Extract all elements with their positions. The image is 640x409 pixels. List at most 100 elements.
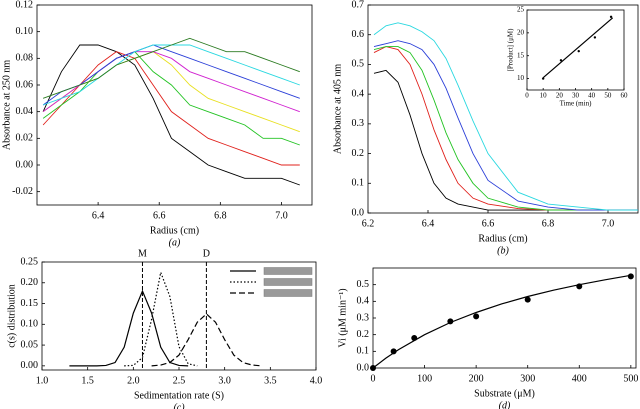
x-axis-label: Time (min) (560, 100, 592, 108)
data-point (609, 15, 613, 19)
x-tick-label: 500 (623, 373, 638, 384)
data-point (390, 348, 397, 355)
plot-frame (372, 267, 637, 369)
x-tick-label: 6.8 (214, 210, 227, 221)
panel-caption: (c) (173, 402, 185, 409)
x-tick-label: 6.8 (542, 218, 555, 229)
data-line (42, 51, 300, 133)
y-tick-label: 25 (517, 6, 525, 14)
x-tick-label: 100 (417, 373, 432, 384)
plot-frame (41, 261, 317, 371)
annotation-label: D (203, 248, 210, 259)
x-tick-label: 4.0 (310, 375, 323, 386)
x-tick-label: 6.2 (362, 218, 375, 229)
x-tick-label: 60 (621, 92, 629, 100)
data-line (42, 44, 300, 106)
annotation-label: M (138, 248, 147, 259)
data-point (541, 77, 545, 80)
y-tick-label: 0.00 (21, 360, 39, 371)
plot-frame (36, 4, 313, 206)
y-tick-label: 0.5 (352, 59, 365, 70)
y-axis-label: Vi (μM min⁻¹) (337, 288, 348, 347)
data-line (373, 40, 638, 211)
y-axis-label: Absorbance at 250 nm (1, 60, 12, 150)
data-line (42, 51, 300, 113)
data-line (42, 44, 300, 106)
y-axis-label: Absorbance at 405 nm (332, 64, 343, 154)
y-tick-label: 0.12 (16, 0, 34, 10)
plot-frame (367, 4, 639, 214)
x-tick-label: 10 (540, 92, 548, 100)
x-tick-label: 7.0 (602, 218, 615, 229)
y-tick-label: 0.08 (16, 53, 34, 64)
y-tick-label: 0.7 (352, 0, 365, 10)
inset-background (503, 7, 630, 115)
data-line (373, 46, 638, 211)
y-tick-label: 0.04 (16, 106, 34, 117)
y-tick-label: 20 (517, 28, 525, 36)
y-tick-label: -0.02 (12, 186, 33, 197)
y-tick-label: 0.02 (16, 133, 34, 144)
x-tick-label: 6.6 (482, 218, 495, 229)
y-tick-label: 0.5 (357, 279, 370, 290)
legend-image (263, 278, 313, 286)
y-axis-label: [Product] (μM) (507, 28, 515, 71)
y-tick-label: 0.00 (16, 159, 34, 170)
data-point (593, 36, 597, 39)
panel-caption: (d) (499, 400, 511, 409)
data-point (559, 59, 563, 62)
x-tick-label: 3.0 (218, 375, 231, 386)
y-tick-label: 0.3 (352, 118, 365, 129)
y-tick-label: 0.3 (357, 312, 370, 323)
y-tick-label: 0.1 (357, 346, 370, 357)
y-tick-label: 0.25 (21, 256, 39, 267)
y-tick-label: 0.15 (21, 298, 39, 309)
data-point (524, 296, 531, 303)
x-tick-label: 0 (371, 373, 376, 384)
x-axis-label: Radius (cm) (478, 233, 527, 244)
x-axis-label: Substrate (μM) (474, 388, 535, 399)
panel-caption: (b) (497, 245, 509, 256)
x-tick-label: 50 (604, 92, 612, 100)
x-tick-label: 40 (588, 92, 596, 100)
y-tick-label: 10 (517, 74, 525, 82)
y-tick-label: 0.6 (352, 29, 365, 40)
x-tick-label: 1.5 (81, 375, 94, 386)
legend-image (263, 289, 313, 297)
y-tick-label: 0.06 (16, 79, 34, 90)
y-tick-label: 15 (517, 51, 525, 59)
x-tick-label: 6.4 (422, 218, 435, 229)
y-tick-label: 0.0 (357, 362, 370, 373)
x-tick-label: 20 (556, 92, 564, 100)
panel-caption: (a) (169, 237, 181, 248)
x-tick-label: 300 (520, 373, 535, 384)
y-tick-label: 0.4 (352, 88, 365, 99)
data-line (42, 51, 300, 146)
data-point (627, 273, 634, 280)
y-tick-label: 0.1 (352, 178, 365, 189)
y-tick-label: 0.10 (21, 319, 39, 330)
x-tick-label: 200 (469, 373, 484, 384)
y-tick-label: 0.2 (352, 148, 365, 159)
y-tick-label: 0.2 (357, 329, 370, 340)
x-tick-label: 6.4 (92, 210, 105, 221)
legend-image (263, 267, 313, 275)
x-tick-label: 2.0 (127, 375, 140, 386)
data-point (473, 313, 480, 320)
data-line (42, 37, 300, 99)
data-line (151, 313, 262, 367)
x-tick-label: 1.0 (36, 375, 49, 386)
data-line (372, 274, 631, 369)
x-tick-label: 3.5 (264, 375, 277, 386)
data-line (542, 17, 614, 79)
x-tick-label: 2.5 (173, 375, 186, 386)
x-tick-label: 30 (572, 92, 580, 100)
y-tick-label: 0.0 (352, 207, 365, 218)
data-line (124, 270, 198, 367)
y-tick-label: 0.4 (357, 296, 370, 307)
y-tick-label: 0.10 (16, 26, 34, 37)
data-line (69, 289, 189, 367)
y-tick-label: 0.05 (21, 339, 39, 350)
x-axis-label: Radius (cm) (150, 225, 199, 236)
